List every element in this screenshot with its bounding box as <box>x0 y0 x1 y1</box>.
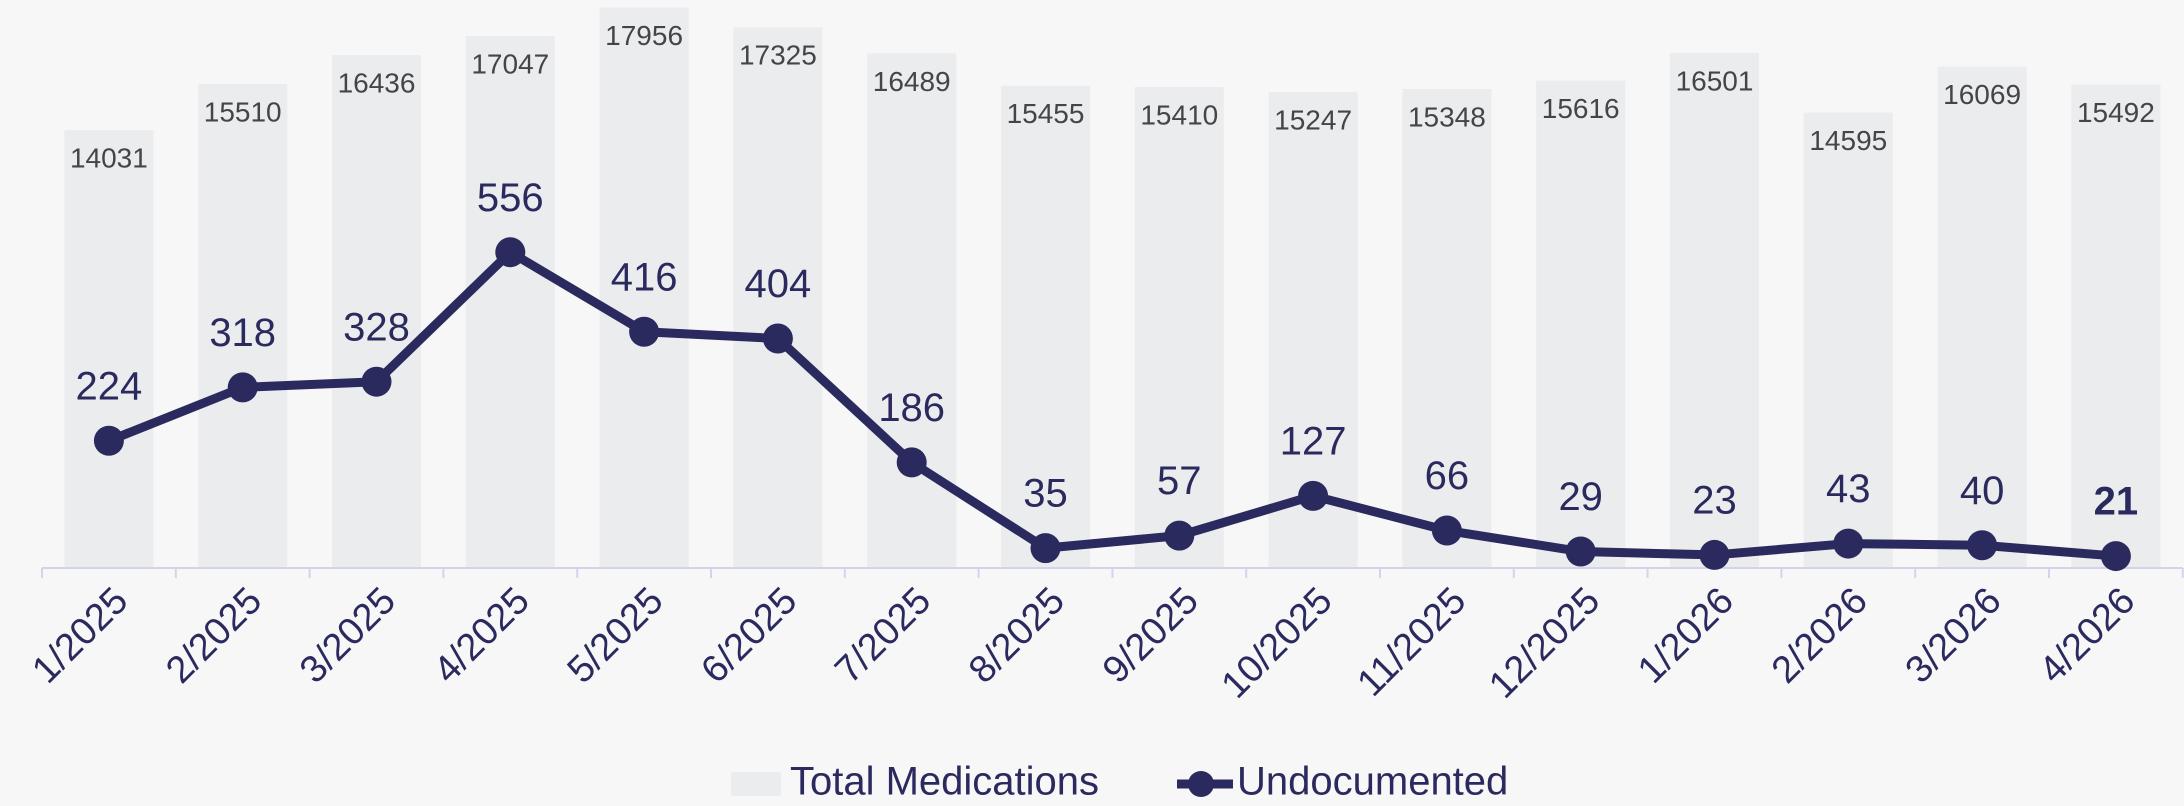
bar-label: 15616 <box>1542 93 1620 124</box>
legend-marker <box>1188 771 1214 797</box>
x-tick-label: 8/2025 <box>961 580 1073 692</box>
line <box>107 247 2117 561</box>
line-label: 40 <box>1960 469 2005 513</box>
x-tick-label: 12/2025 <box>1481 580 1608 707</box>
x-tick-label: 1/2025 <box>24 580 136 692</box>
x-tick-label: 3/2025 <box>292 580 404 692</box>
line-marker <box>629 316 660 347</box>
bar-label: 14595 <box>1809 125 1887 156</box>
bar <box>867 53 957 568</box>
line-label: 43 <box>1826 467 1871 511</box>
x-tick-label: 9/2025 <box>1095 580 1207 692</box>
bar <box>1134 87 1224 569</box>
x-tick-label: 2/2025 <box>158 580 270 692</box>
x-tick-label: 1/2026 <box>1630 580 1742 692</box>
bar-label: 16489 <box>873 66 951 97</box>
line-marker <box>495 237 526 268</box>
bar-label: 14031 <box>70 143 148 174</box>
x-tick-label: 7/2025 <box>827 580 939 692</box>
bar-label: 15348 <box>1408 101 1486 132</box>
line-label: 318 <box>209 311 276 355</box>
bar <box>733 27 823 569</box>
line-marker <box>227 372 258 403</box>
line-marker <box>1030 533 1061 564</box>
bar-label: 16501 <box>1676 65 1754 96</box>
line-marker <box>1565 536 1596 567</box>
bar-label: 16436 <box>338 67 416 98</box>
bar <box>599 7 689 569</box>
line-marker <box>1164 520 1195 551</box>
line-marker <box>1967 530 1998 561</box>
bar <box>64 130 154 569</box>
line-label: 127 <box>1280 419 1347 463</box>
x-tick-label: 3/2026 <box>1898 580 2010 692</box>
line-label: 23 <box>1692 478 1737 522</box>
line-marker <box>1431 515 1462 546</box>
line-label: 21 <box>2094 480 2139 524</box>
line-label: 66 <box>1425 454 1470 498</box>
bar <box>1803 112 1893 568</box>
line-marker <box>361 366 392 397</box>
line-marker <box>896 447 927 478</box>
bar <box>1937 66 2027 569</box>
x-tick-label: 5/2025 <box>560 580 672 692</box>
bar-label: 17047 <box>471 48 549 79</box>
line-label: 57 <box>1157 459 1202 503</box>
line-label: 404 <box>745 262 812 306</box>
bar <box>1536 80 1626 568</box>
legend-label: Undocumented <box>1237 760 1508 804</box>
line-label: 328 <box>343 305 410 349</box>
bar-label: 17956 <box>605 20 683 51</box>
bar <box>1670 53 1759 568</box>
line-label: 35 <box>1023 472 1068 516</box>
legend-label: Total Medications <box>790 760 1099 804</box>
bar-label: 15247 <box>1274 105 1352 136</box>
x-tick-label: 2/2026 <box>1764 580 1876 692</box>
line-marker <box>762 323 793 354</box>
line-marker <box>1833 528 1864 559</box>
line-label: 556 <box>477 176 544 220</box>
bar <box>198 83 288 568</box>
line-marker <box>1298 480 1329 511</box>
bar <box>1001 85 1090 569</box>
line-label: 29 <box>1558 475 1603 519</box>
bar-label: 17325 <box>739 40 817 71</box>
legend-swatch <box>731 772 781 796</box>
line-label: 186 <box>878 386 945 430</box>
line-label: 416 <box>611 255 678 299</box>
bar <box>1402 89 1492 568</box>
bar-label: 15492 <box>2077 97 2155 128</box>
bar-label: 15410 <box>1140 99 1218 130</box>
line-marker <box>1699 539 1730 570</box>
bar <box>332 55 421 568</box>
x-tick-label: 6/2025 <box>693 580 805 692</box>
line-marker <box>2100 541 2131 572</box>
line-marker <box>93 425 124 456</box>
x-tick-label: 10/2025 <box>1214 580 1341 707</box>
x-tick-label: 11/2025 <box>1350 580 1475 705</box>
bar <box>465 35 555 568</box>
bar-label: 16069 <box>1943 79 2021 110</box>
line-label: 224 <box>76 364 143 408</box>
bar-label: 15510 <box>204 96 282 127</box>
x-tick-label: 4/2025 <box>426 580 538 692</box>
bar-label: 15455 <box>1007 98 1085 129</box>
bar <box>2071 84 2161 569</box>
x-tick-label: 4/2026 <box>2031 580 2143 692</box>
